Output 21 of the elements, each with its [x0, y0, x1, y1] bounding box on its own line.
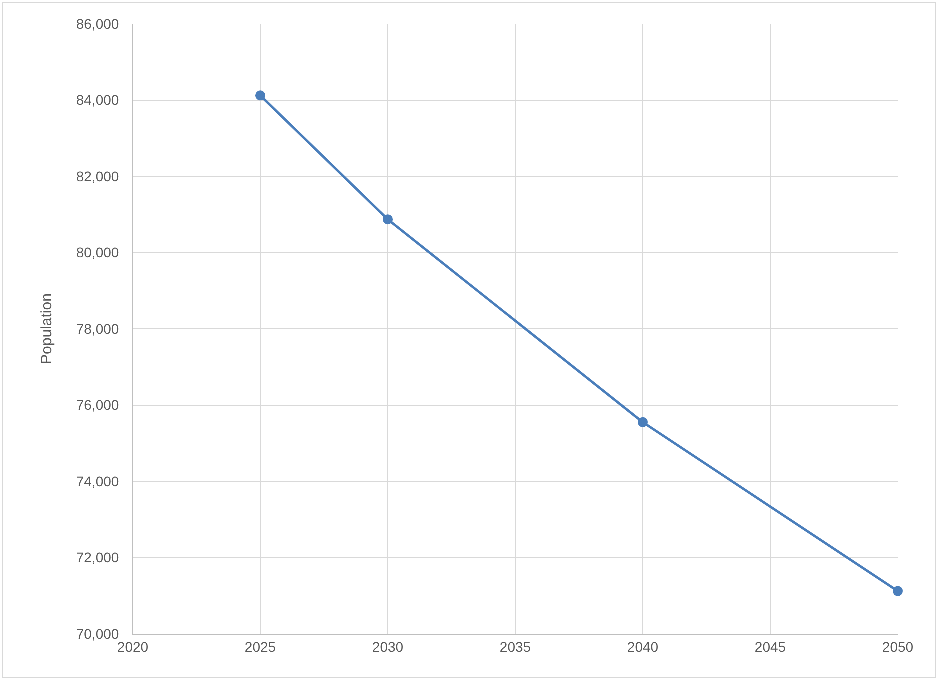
- y-tick-label: 84,000: [76, 92, 120, 108]
- point: [383, 214, 393, 225]
- y-tick-label: 76,000: [76, 397, 120, 414]
- y-tick-label: 80,000: [76, 244, 120, 261]
- point: [638, 417, 648, 428]
- y-tick-label: 74,000: [76, 473, 120, 490]
- point: [893, 586, 903, 596]
- y-tick-label: 70,000: [76, 626, 120, 642]
- x-tick-label: 2045: [754, 638, 786, 655]
- x-tick-label: 2040: [627, 638, 659, 655]
- x-tick-label: 2050: [882, 638, 914, 655]
- x-tick-label: 2030: [372, 638, 404, 655]
- x-tick-label: 2025: [244, 638, 276, 655]
- x-tick-label: 2035: [500, 638, 532, 655]
- x-tick-label: 2020: [117, 638, 149, 655]
- y-tick-label: 82,000: [76, 168, 120, 184]
- point: [256, 90, 266, 101]
- y-tick-label: 72,000: [76, 550, 120, 566]
- y-tick-label: 78,000: [76, 320, 120, 337]
- y-tick-label: 86,000: [76, 16, 120, 32]
- y-axis-title: Population: [38, 294, 56, 364]
